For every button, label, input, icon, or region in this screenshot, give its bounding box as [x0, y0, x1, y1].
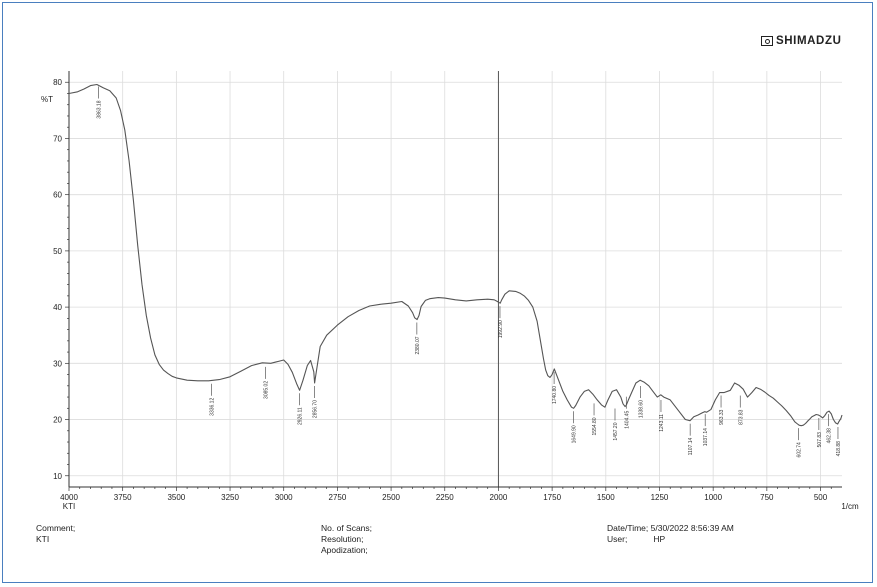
peak-label: 1740.80 — [552, 386, 558, 404]
x-tick-label: 3500 — [167, 493, 185, 502]
x-tick-label: 2000 — [490, 493, 508, 502]
x-tick-label: 500 — [814, 493, 828, 502]
x-tick-label: 2750 — [329, 493, 347, 502]
peak-annotations: 3863.18 3336.12 3085.02 2926.11 2856.70 2380.… — [96, 86, 842, 457]
x-tick-label: 3750 — [114, 493, 132, 502]
scans-label: No. of Scans; — [321, 523, 373, 533]
datetime-label: Date/Time; — [607, 523, 649, 533]
peak-label: 1243.11 — [659, 414, 665, 432]
x-tick-label: 1250 — [651, 493, 669, 502]
grid — [68, 71, 842, 487]
plot-area — [69, 71, 842, 487]
y-tick-label: 50 — [53, 247, 62, 256]
y-tick-label: 30 — [53, 359, 62, 368]
peak-label: 1037.14 — [703, 428, 709, 446]
peak-label: 418.88 — [836, 441, 842, 457]
y-tick-label: 60 — [53, 191, 62, 200]
x-tick-label: 1000 — [704, 493, 722, 502]
axes: 10 20 30 40 50 60 70 80%T 4000 3750 3500 3250 3000 27… — [41, 71, 859, 511]
peak-label: 3085.02 — [263, 381, 269, 399]
series-layer — [68, 83, 843, 427]
y-tick-label: 80 — [53, 78, 62, 87]
peak-label: 963.33 — [719, 409, 725, 425]
x-tick-label: 1500 — [597, 493, 615, 502]
y-tick-label: 20 — [53, 416, 62, 425]
resolution-label: Resolution; — [321, 534, 364, 544]
x-sample-label: KTI — [63, 502, 75, 511]
peak-label: 2926.11 — [298, 407, 304, 425]
y-tick-label: 10 — [53, 472, 62, 481]
apodization-label: Apodization; — [321, 545, 368, 555]
peak-label: 873.83 — [738, 409, 744, 425]
peak-label: 1107.14 — [688, 437, 694, 455]
x-tick-label: 1750 — [543, 493, 561, 502]
spectrum-line — [68, 83, 843, 427]
peak-label: 2856.70 — [312, 400, 318, 418]
brand-logo: SHIMADZU — [761, 35, 842, 47]
y-axis-label: %T — [41, 95, 53, 104]
peak-label: 2380.07 — [415, 336, 421, 354]
y-tick-label: 70 — [53, 134, 62, 143]
peak-label: 602.74 — [796, 442, 802, 458]
peak-label: 462.38 — [827, 428, 833, 444]
x-tick-label: 2250 — [436, 493, 454, 502]
y-tick-label: 40 — [53, 303, 62, 312]
footer-comment: Comment; KTI — [36, 523, 75, 545]
x-tick-label: 3000 — [275, 493, 293, 502]
peak-label: 3336.12 — [210, 398, 216, 416]
x-tick-label: 3250 — [221, 493, 239, 502]
peak-label: 3863.18 — [96, 100, 102, 118]
peak-label: 1457.20 — [613, 422, 619, 440]
comment-label: Comment; — [36, 523, 76, 533]
x-tick-label: 2500 — [382, 493, 400, 502]
footer-scan-info: No. of Scans; Resolution; Apodization; — [321, 523, 372, 556]
footer-datetime: Date/Time; 5/30/2022 8:56:39 AM User; HP — [607, 523, 734, 545]
peak-label: 1992.90 — [498, 320, 504, 338]
peak-label: 1649.90 — [572, 425, 578, 443]
x-axis-unit-label: 1/cm — [841, 502, 859, 511]
peak-label: 1338.60 — [638, 400, 644, 418]
comment-value: KTI — [36, 534, 50, 544]
x-tick-label: 4000 — [60, 493, 78, 502]
shimadzu-logo-icon — [761, 36, 773, 46]
peak-label: 1554.80 — [592, 417, 598, 435]
datetime-value: 5/30/2022 8:56:39 AM — [650, 523, 734, 533]
brand-name: SHIMADZU — [776, 35, 842, 47]
peak-label: 1404.45 — [624, 410, 630, 428]
user-value: HP — [653, 534, 666, 544]
user-label: User; — [607, 534, 628, 544]
ir-spectrum-chart: 10 20 30 40 50 60 70 80%T 4000 3750 3500 3250 3000 27… — [41, 71, 859, 511]
x-tick-label: 750 — [760, 493, 774, 502]
peak-label: 507.83 — [817, 432, 823, 448]
